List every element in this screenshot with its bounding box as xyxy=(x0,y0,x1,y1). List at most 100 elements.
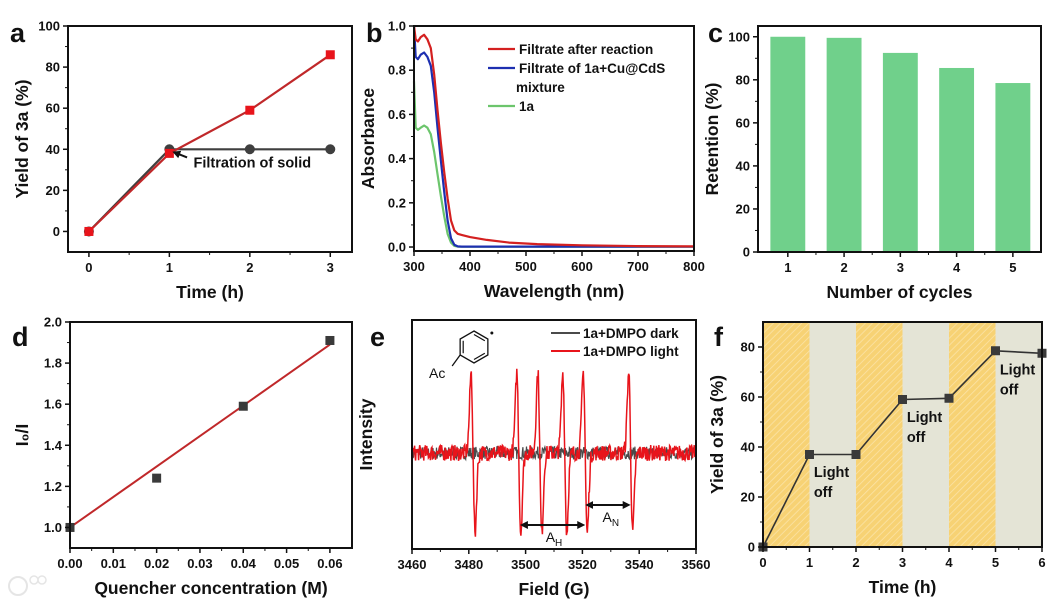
y-tick-label: 1.2 xyxy=(44,479,62,494)
annotation-text: Filtration of solid xyxy=(194,156,312,172)
aryl-radical-structure: Ac xyxy=(429,330,494,381)
y-tick-label: 60 xyxy=(46,101,60,116)
y-tick-label: 60 xyxy=(736,115,750,130)
x-tick-label: 400 xyxy=(459,259,481,274)
panel-d: 0.00 0.01 0.02 0.03 0.04 0.05 0.06 1.0 1.2 1.4 1.6… xyxy=(12,315,353,598)
x-tick-label: 1 xyxy=(806,555,813,570)
y-tick-label: 1.0 xyxy=(44,520,62,535)
x-tick-label: 600 xyxy=(571,259,593,274)
y-tick-label: 1.6 xyxy=(44,397,62,412)
y-tick-label: 0.2 xyxy=(388,195,406,210)
data-point xyxy=(325,335,335,345)
splitting-label-main: A xyxy=(603,509,613,525)
x-tick-label: 1 xyxy=(166,260,173,275)
annotation-text: Light xyxy=(814,465,850,481)
x-tick-label: 4 xyxy=(945,555,953,570)
y-tick-label: 40 xyxy=(736,158,750,173)
y-tick-label: 1.8 xyxy=(44,356,62,371)
epr-trace xyxy=(411,368,697,537)
light-on-band xyxy=(763,322,810,547)
splitting-label-sub: N xyxy=(612,518,619,529)
data-point xyxy=(84,226,94,236)
series-line xyxy=(88,53,331,233)
bar xyxy=(995,83,1031,253)
x-tick-label: 6 xyxy=(1038,555,1045,570)
spectrum-line xyxy=(412,81,694,248)
plot-area: Light off Light off Light off xyxy=(758,322,1047,552)
annotation-text: off xyxy=(1000,383,1019,399)
annotation-text: Light xyxy=(1000,363,1036,379)
y-axis-title: I₀/I xyxy=(12,424,32,446)
x-tick-label: 3540 xyxy=(625,557,654,572)
x-tick-label: 3500 xyxy=(511,557,540,572)
benzene-ring xyxy=(459,330,489,364)
splitting-label-sub: H xyxy=(555,538,562,549)
x-tick-label: 2 xyxy=(246,260,253,275)
data-point xyxy=(325,50,335,60)
x-tick-label: 3520 xyxy=(568,557,597,572)
x-tick-label: 3 xyxy=(897,260,904,275)
data-point xyxy=(164,148,174,158)
y-tick-label: 0 xyxy=(748,540,755,555)
y-tick-label: 100 xyxy=(728,29,750,44)
x-tick-label: 3 xyxy=(899,555,906,570)
annotation-text: off xyxy=(814,485,833,501)
plot-area xyxy=(770,36,1031,253)
data-point xyxy=(991,346,1000,356)
plot-area xyxy=(65,335,335,532)
plot-area: AH AN xyxy=(411,368,697,549)
splitting-label: AH xyxy=(546,529,563,549)
panel-letter: c xyxy=(708,18,723,48)
x-tick-label: 0.05 xyxy=(274,556,299,571)
y-tick-label: 20 xyxy=(741,490,755,505)
double-bond xyxy=(473,334,486,342)
x-tick-label: 0.04 xyxy=(231,556,257,571)
x-tick-label: 3480 xyxy=(454,557,483,572)
legend-label: 1a+DMPO light xyxy=(583,344,679,359)
x-tick-label: 2 xyxy=(840,260,847,275)
y-tick-label: 40 xyxy=(741,440,755,455)
y-tick-label: 0.0 xyxy=(388,240,406,255)
annotation-text: off xyxy=(907,430,926,446)
bar xyxy=(882,52,918,253)
plot-frame xyxy=(413,25,695,252)
x-axis-title: Wavelength (nm) xyxy=(484,281,624,301)
panel-a: Filtration of solid 0 1 2 3 0 20 40 60 80 100 Time … xyxy=(10,18,353,302)
light-off-band xyxy=(809,322,856,547)
legend-label: Filtrate of 1a+Cu@CdS xyxy=(519,61,665,76)
y-tick-label: 80 xyxy=(741,340,755,355)
y-tick-label: 80 xyxy=(736,72,750,87)
y-tick-label: 0.8 xyxy=(388,63,406,78)
data-point xyxy=(851,450,861,459)
fit-line xyxy=(69,343,331,529)
radical-dot xyxy=(490,331,494,335)
y-axis-title: Yield of 3a (%) xyxy=(12,80,32,199)
x-tick-label: 0.06 xyxy=(317,556,342,571)
plot-area xyxy=(412,25,695,248)
x-tick-label: 5 xyxy=(1009,260,1016,275)
panel-b: 300 400 500 600 700 800 0.0 0.2 0.4 0.6 0.8 1.0 Wave… xyxy=(358,18,705,301)
legend-label: Filtrate after reaction xyxy=(519,42,653,57)
y-tick-label: 0.4 xyxy=(388,151,407,166)
y-tick-label: 20 xyxy=(46,183,60,198)
panel-letter: e xyxy=(370,322,385,352)
data-point xyxy=(152,473,162,483)
x-tick-label: 700 xyxy=(627,259,649,274)
x-tick-label: 0 xyxy=(85,260,92,275)
data-point xyxy=(244,144,255,155)
x-tick-label: 4 xyxy=(953,260,961,275)
data-point xyxy=(944,393,954,403)
x-axis-title: Number of cycles xyxy=(827,282,973,302)
light-off-band xyxy=(995,322,1042,547)
y-tick-label: 0.6 xyxy=(388,107,406,122)
watermark-logo xyxy=(8,575,47,596)
x-tick-label: 0.03 xyxy=(187,556,212,571)
data-point xyxy=(325,144,336,155)
plot-frame xyxy=(67,25,353,253)
x-tick-label: 3 xyxy=(327,260,334,275)
x-axis-title: Quencher concentration (M) xyxy=(94,578,327,598)
light-off-band xyxy=(902,322,949,547)
